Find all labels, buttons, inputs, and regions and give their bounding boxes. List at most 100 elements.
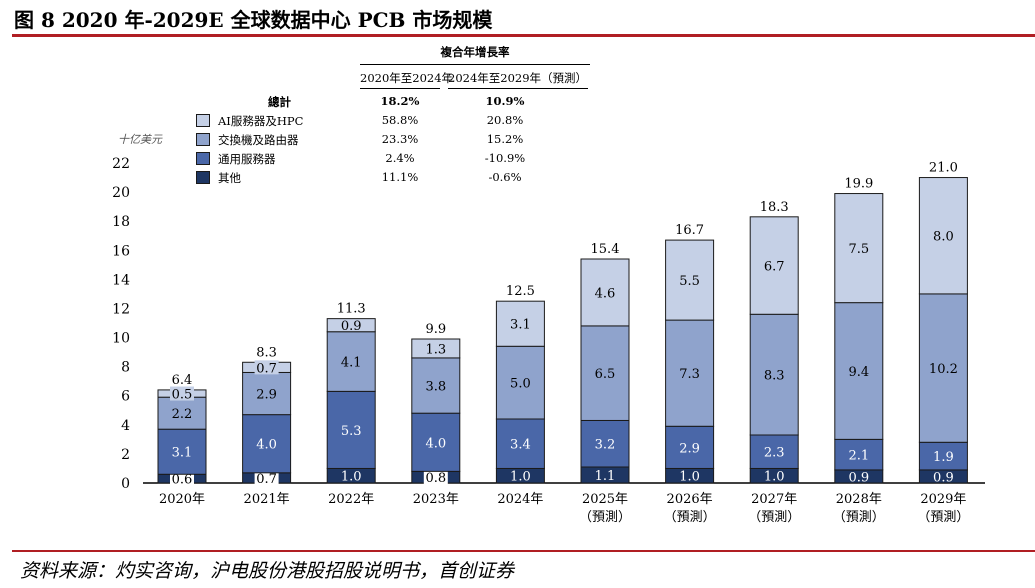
cagr-value-2020-2024: 58.8% (381, 113, 419, 127)
x-tick-note: （預測） (833, 510, 885, 525)
cagr-value-2020-2024: 23.3% (381, 132, 419, 146)
y-tick-label: 16 (112, 243, 130, 259)
legend-label: 總計 (268, 95, 291, 109)
data-label: 6.5 (595, 367, 616, 382)
bar-segment (918, 441, 968, 471)
legend-label: 其他 (218, 171, 241, 185)
cagr-value-2020-2024: 2.4% (385, 151, 415, 165)
cagr-row: 通用服務器 2.4% -10.9% (190, 151, 600, 169)
y-tick-label: 20 (112, 185, 130, 201)
total-label: 15.4 (591, 242, 620, 257)
y-tick-label: 8 (121, 360, 130, 376)
data-label: 5.5 (679, 274, 700, 289)
cagr-value-2024-2029: 15.2% (486, 132, 524, 146)
bar-segment (665, 425, 715, 469)
data-label: 4.0 (425, 436, 446, 451)
x-tick-label: 2024年 (497, 492, 543, 507)
data-label: 2.9 (679, 441, 700, 456)
data-label: 1.0 (341, 470, 362, 485)
legend-swatch (196, 114, 210, 127)
bar-segment (665, 239, 715, 321)
cagr-col1-rule (360, 88, 440, 89)
bar-segment (749, 313, 799, 436)
x-tick-note: （預測） (579, 510, 631, 525)
total-label: 8.3 (256, 345, 277, 360)
cagr-value-2020-2024: 11.1% (381, 170, 419, 184)
x-tick-label: 2027年 (751, 492, 797, 507)
cagr-header: 複合年增長率 (440, 45, 510, 59)
total-label: 19.9 (844, 177, 873, 192)
y-tick-label: 18 (112, 214, 130, 230)
cagr-value-2024-2029: -0.6% (488, 170, 522, 184)
source-note: 资料来源：灼实咨询，沪电股份港股招股说明书，首创证券 (20, 560, 515, 582)
y-tick-label: 6 (121, 389, 130, 405)
cagr-col2-rule (448, 88, 588, 89)
y-tick-label: 4 (121, 418, 130, 434)
data-label-bg (170, 386, 194, 401)
data-label-bg (254, 360, 279, 375)
x-tick-label: 2022年 (328, 492, 374, 507)
data-label: 1.9 (933, 450, 954, 465)
bar-segment (411, 412, 461, 472)
total-label: 21.0 (929, 161, 958, 176)
x-tick-note: （預測） (917, 510, 969, 525)
bar-segment (157, 396, 207, 430)
data-label: 3.2 (595, 438, 616, 453)
bar-segment (580, 419, 630, 468)
source-rule (12, 550, 1035, 552)
y-tick-label: 22 (112, 156, 130, 172)
bar-segment (326, 318, 376, 333)
data-label: 2.2 (172, 407, 193, 422)
x-tick-note: （預測） (664, 510, 716, 525)
data-label: 2.9 (256, 388, 277, 403)
bar-segment (495, 418, 545, 469)
bar-segment (326, 331, 376, 392)
data-label: 0.7 (256, 472, 277, 487)
bar-segment (580, 325, 630, 421)
cagr-row: AI服務器及HPC 58.8% 20.8% (190, 113, 600, 131)
bar-segment (495, 345, 545, 420)
data-label: 7.5 (848, 242, 869, 257)
cagr-row: 其他 11.1% -0.6% (190, 170, 600, 188)
total-label: 6.4 (172, 373, 193, 388)
bar-segment (834, 302, 884, 440)
bar-segment (580, 258, 630, 327)
data-label: 6.7 (764, 260, 785, 275)
data-label: 0.6 (172, 473, 193, 488)
bar-segment (326, 390, 376, 469)
data-label: 4.1 (341, 356, 362, 371)
cagr-col2-header: 2024年至2029年（預測） (448, 71, 588, 85)
bar-segment (834, 193, 884, 304)
data-label: 4.6 (595, 286, 616, 301)
cagr-value-2024-2029: 20.8% (486, 113, 524, 127)
total-label: 12.5 (506, 284, 535, 299)
cagr-value-2020-2024: 18.2% (380, 94, 420, 108)
bar-segment (665, 319, 715, 427)
cagr-row: 交換機及路由器 23.3% 15.2% (190, 132, 600, 150)
x-tick-label: 2025年 (582, 492, 628, 507)
data-label: 4.0 (256, 438, 277, 453)
x-tick-label: 2029年 (920, 492, 966, 507)
data-label: 2.3 (764, 446, 785, 461)
y-tick-label: 10 (112, 331, 130, 347)
y-unit-label: 十亿美元 (118, 133, 163, 146)
bar-segment (749, 434, 799, 469)
legend-swatch (196, 133, 210, 146)
data-label: 0.9 (933, 470, 954, 485)
bar-segment (749, 216, 799, 315)
y-tick-label: 2 (121, 447, 130, 463)
x-tick-label: 2020年 (159, 492, 205, 507)
x-tick-note: （預測） (748, 510, 800, 525)
cagr-value-2024-2029: -10.9% (484, 151, 526, 165)
data-label: 9.4 (848, 365, 869, 380)
bar-segment (157, 428, 207, 475)
legend-swatch (196, 171, 210, 184)
legend-label: 交換機及路由器 (218, 133, 299, 147)
total-label: 11.3 (337, 302, 366, 317)
data-label: 3.1 (510, 318, 531, 333)
y-tick-label: 12 (112, 301, 130, 317)
bar-segment (242, 414, 292, 474)
x-tick-label: 2028年 (836, 492, 882, 507)
data-label: 0.9 (341, 319, 362, 334)
